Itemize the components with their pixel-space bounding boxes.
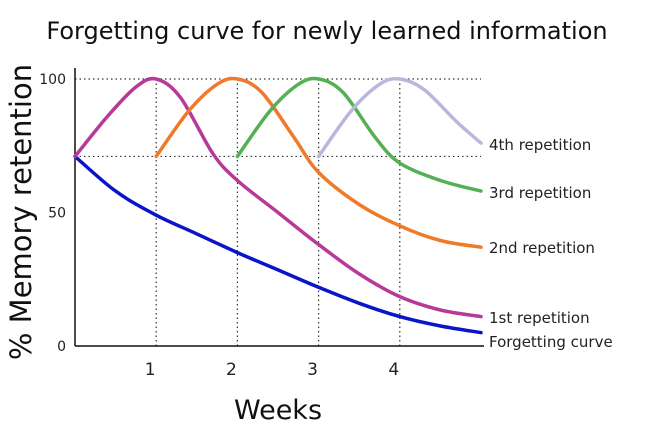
y-tick-label: 0 (57, 339, 66, 355)
tick-labels: 0 50 100 1 2 3 4 (39, 72, 399, 380)
series-label-1st-repetition: 1st repetition (489, 309, 590, 327)
chart-title: Forgetting curve for newly learned infor… (46, 17, 607, 45)
y-tick-label: 50 (48, 206, 66, 222)
series-label-2nd-repetition: 2nd repetition (489, 239, 595, 257)
series-lines (73, 76, 483, 335)
grid-lines (75, 78, 481, 346)
series-label-3rd-repetition: 3rd repetition (489, 184, 591, 202)
y-tick-label: 100 (39, 72, 66, 88)
x-tick-label: 2 (226, 360, 237, 380)
x-axis-label: Weeks (234, 395, 322, 426)
y-axis-label: % Memory retention (4, 64, 38, 360)
series-line-1st-repetition (73, 76, 483, 319)
x-tick-label: 4 (388, 360, 399, 380)
series-line-forgetting-curve (73, 154, 483, 335)
series-line-3rd-repetition (235, 76, 483, 193)
series-label-4th-repetition: 4th repetition (489, 136, 591, 154)
x-tick-label: 3 (307, 360, 318, 380)
series-line-4th-repetition (316, 76, 483, 159)
x-tick-label: 1 (145, 360, 156, 380)
series-labels: Forgetting curve 1st repetition 2nd repeti… (489, 136, 613, 351)
series-label-forgetting-curve: Forgetting curve (489, 333, 613, 351)
series-line-2nd-repetition (154, 76, 483, 249)
axes (74, 68, 484, 347)
